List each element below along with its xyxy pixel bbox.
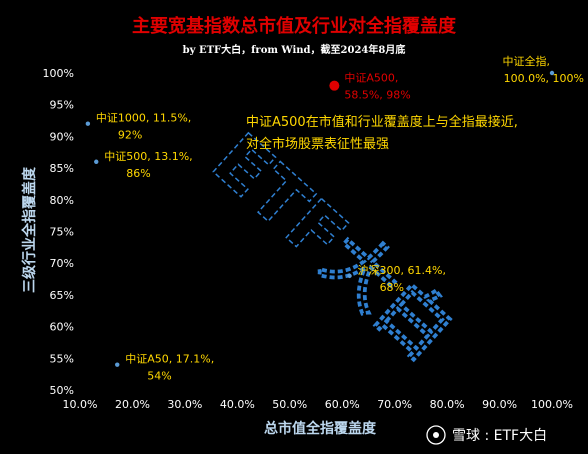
y-tick-label: 100% — [43, 67, 74, 80]
data-point — [347, 273, 352, 279]
data-point-label: 中证全指, — [503, 54, 551, 68]
x-tick-label: 60.0% — [325, 398, 360, 411]
y-tick-label: 80% — [50, 194, 74, 207]
data-point — [115, 362, 120, 367]
x-tick-label: 50.0% — [272, 398, 307, 411]
data-point-label: 92% — [118, 129, 142, 142]
source-badge-text: 雪球 : ETF大白 — [452, 428, 547, 444]
x-axis-ticks: 10.0% 20.0% 30.0% 40.0% 50.0% 60.0% 70.0% 80.0%… — [63, 398, 573, 411]
annotation-line-1: 中证A500在市值和行业覆盖度上与全指最接近, — [246, 114, 518, 130]
snowball-logo-dot-icon — [433, 432, 439, 438]
y-tick-label: 65% — [50, 289, 74, 302]
y-tick-label: 90% — [50, 130, 74, 143]
data-point-label: 100.0%, 100% — [504, 72, 584, 85]
y-tick-label: 75% — [50, 226, 74, 239]
data-point-label: 86% — [126, 167, 150, 180]
annotation-line-2: 对全市场股票表征性最强 — [246, 136, 389, 152]
x-tick-label: 90.0% — [482, 398, 517, 411]
data-point-label: 中证A50, 17.1%, — [125, 353, 214, 366]
x-tick-label: 40.0% — [220, 398, 255, 411]
y-tick-label: 85% — [50, 162, 74, 175]
data-point — [549, 70, 555, 76]
data-point-label: 68% — [380, 281, 404, 294]
chart-title: 主要宽基指数总市值及行业对全指覆盖度 — [132, 15, 457, 37]
x-tick-label: 100.0% — [531, 398, 573, 411]
data-point-label: 中证A500, — [344, 72, 398, 85]
data-point-label: 中证500, 13.1%, — [104, 150, 192, 163]
data-point-label: 54% — [147, 370, 171, 383]
data-point — [85, 121, 91, 126]
data-point-labels: 中证全指, 100.0%, 100% 中证A500, 58.5%, 98% 中证1000… — [96, 54, 584, 383]
y-axis-title: 三级行业全指覆盖度 — [21, 166, 38, 293]
chart-subtitle: by ETF大白，from Wind，截至2024年8月底 — [183, 43, 406, 56]
y-axis-ticks: 50% 55% 60% 65% 70% 75% 80% 85% 90% 95% 100% — [43, 67, 74, 397]
x-tick-label: 70.0% — [377, 398, 412, 411]
x-axis-title: 总市值全指覆盖度 — [264, 420, 377, 437]
data-point-highlight — [329, 80, 340, 91]
x-tick-label: 30.0% — [167, 398, 202, 411]
data-point-label: 中证1000, 11.5%, — [96, 112, 191, 125]
y-tick-label: 70% — [50, 257, 74, 270]
x-tick-label: 80.0% — [430, 398, 465, 411]
source-badge: 雪球 : ETF大白 — [426, 425, 547, 445]
x-tick-label: 10.0% — [63, 398, 98, 411]
x-tick-label: 20.0% — [115, 398, 150, 411]
y-tick-label: 60% — [50, 321, 74, 334]
data-points — [85, 70, 555, 367]
y-tick-label: 55% — [50, 352, 74, 365]
snowball-logo-icon — [426, 425, 446, 445]
y-tick-label: 95% — [50, 99, 74, 112]
data-point-label: 沪深300, 61.4%, — [358, 263, 446, 277]
data-point — [94, 159, 99, 164]
data-point-label: 58.5%, 98% — [344, 89, 410, 102]
y-tick-label: 50% — [50, 384, 74, 397]
